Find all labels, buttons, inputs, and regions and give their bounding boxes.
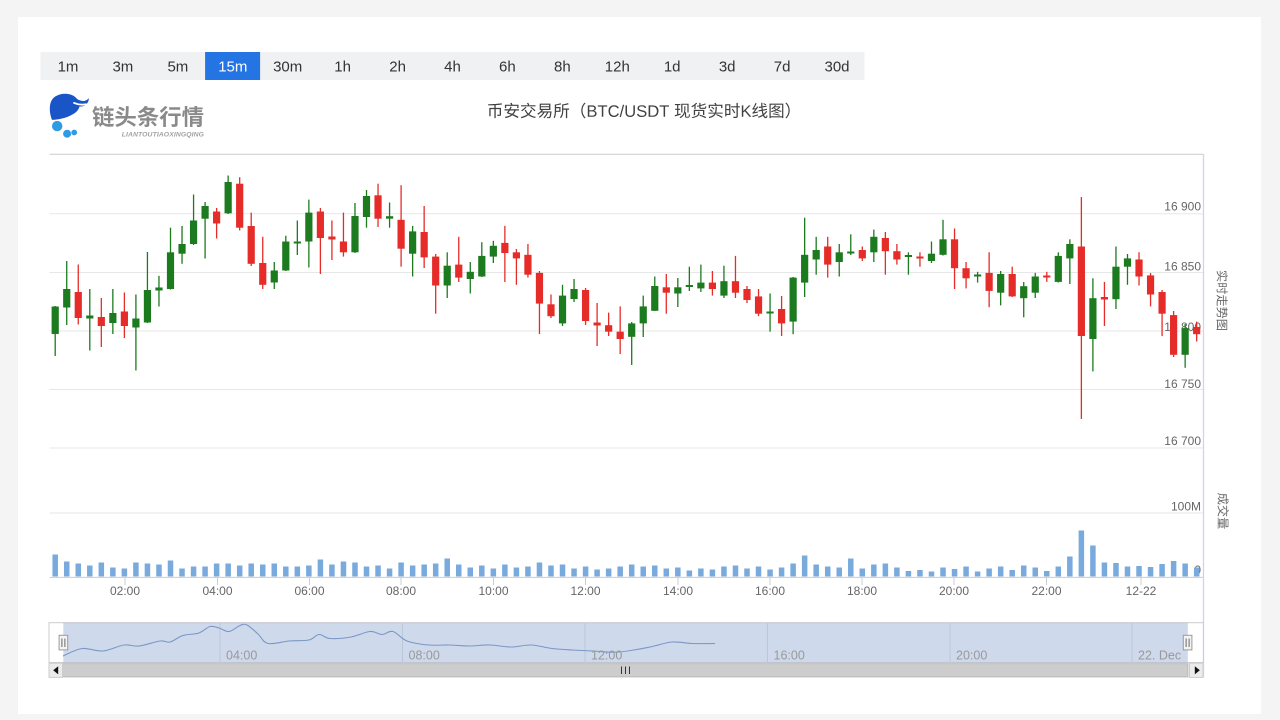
svg-text:20:00: 20:00: [939, 584, 969, 598]
svg-text:LIANTOUTIAOXINGQING: LIANTOUTIAOXINGQING: [122, 131, 205, 138]
svg-text:12-22: 12-22: [1126, 584, 1157, 598]
svg-text:14:00: 14:00: [663, 584, 693, 598]
svg-text:08:00: 08:00: [409, 649, 440, 663]
svg-text:22:00: 22:00: [1031, 584, 1061, 598]
svg-text:10:00: 10:00: [478, 584, 508, 598]
svg-text:12:00: 12:00: [570, 584, 600, 598]
svg-text:30m: 30m: [273, 58, 302, 75]
svg-text:1d: 1d: [664, 58, 681, 75]
svg-text:16 900: 16 900: [1164, 200, 1201, 214]
svg-text:1m: 1m: [58, 58, 79, 75]
svg-text:16 750: 16 750: [1164, 377, 1201, 391]
svg-text:15m: 15m: [218, 58, 247, 75]
svg-text:5m: 5m: [167, 58, 188, 75]
svg-text:16 700: 16 700: [1164, 434, 1201, 448]
svg-text:6h: 6h: [499, 58, 516, 75]
svg-text:1h: 1h: [334, 58, 351, 75]
svg-text:3d: 3d: [719, 58, 736, 75]
svg-text:16:00: 16:00: [774, 649, 805, 663]
svg-text:22. Dec: 22. Dec: [1138, 649, 1181, 663]
svg-text:16 850: 16 850: [1164, 260, 1201, 274]
svg-text:4h: 4h: [444, 58, 461, 75]
svg-text:8h: 8h: [554, 58, 571, 75]
svg-text:02:00: 02:00: [110, 584, 140, 598]
svg-text:06:00: 06:00: [294, 584, 324, 598]
svg-text:100M: 100M: [1171, 500, 1201, 514]
svg-text:7d: 7d: [774, 58, 791, 75]
svg-text:16:00: 16:00: [755, 584, 785, 598]
svg-text:04:00: 04:00: [226, 649, 257, 663]
svg-text:12h: 12h: [605, 58, 630, 75]
svg-text:04:00: 04:00: [202, 584, 232, 598]
svg-text:18:00: 18:00: [847, 584, 877, 598]
svg-text:20:00: 20:00: [956, 649, 987, 663]
svg-text:08:00: 08:00: [386, 584, 416, 598]
svg-text:2h: 2h: [389, 58, 406, 75]
svg-text:3m: 3m: [112, 58, 133, 75]
svg-text:30d: 30d: [824, 58, 849, 75]
svg-text:12:00: 12:00: [591, 649, 622, 663]
